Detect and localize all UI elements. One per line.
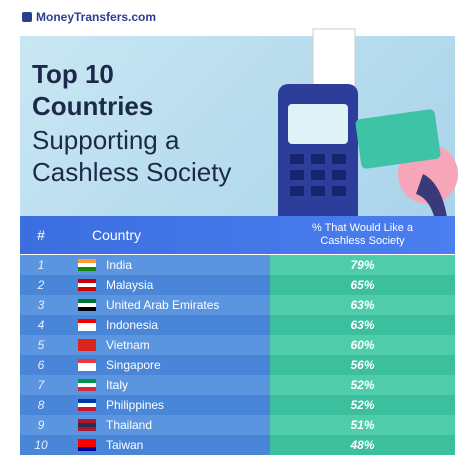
table-row: 1 India 79% xyxy=(20,255,455,275)
card xyxy=(355,109,441,169)
title: Supporting a xyxy=(32,125,180,155)
country: Thailand xyxy=(106,418,153,432)
country: United Arab Emirates xyxy=(106,298,220,312)
header-cell: Country xyxy=(92,227,142,243)
rank: 6 xyxy=(37,358,45,372)
rank: 10 xyxy=(34,438,48,452)
flag xyxy=(78,439,96,451)
table-row: 10 Taiwan 48% xyxy=(20,435,455,455)
table-row: 4 Indonesia 63% xyxy=(20,315,455,335)
rank: 2 xyxy=(37,278,45,292)
country: Malaysia xyxy=(106,278,154,292)
flag xyxy=(78,279,96,291)
percentage: 65% xyxy=(270,275,455,295)
country: Singapore xyxy=(106,358,161,372)
percentage: 52% xyxy=(270,395,455,415)
table-row: 7 Italy 52% xyxy=(20,375,455,395)
percentage: 56% xyxy=(270,355,455,375)
header-cell: # xyxy=(37,227,45,243)
country: Taiwan xyxy=(106,438,144,452)
table-row: 8 Philippines 52% xyxy=(20,395,455,415)
table-row: 9 Thailand 51% xyxy=(20,415,455,435)
country: Italy xyxy=(106,378,129,392)
table-row: 2 Malaysia 65% xyxy=(20,275,455,295)
rank: 7 xyxy=(37,378,45,392)
logo-icon xyxy=(22,12,32,22)
logo: MoneyTransfers.com xyxy=(22,10,156,24)
flag xyxy=(78,419,96,431)
flag xyxy=(78,319,96,331)
flag xyxy=(78,259,96,271)
flag xyxy=(78,339,96,351)
percentage: 48% xyxy=(270,435,455,455)
receipt xyxy=(312,28,356,90)
rank: 1 xyxy=(37,258,45,272)
logo-text: MoneyTransfers.com xyxy=(36,10,157,24)
flag xyxy=(78,299,96,311)
rank: 3 xyxy=(37,298,45,312)
percentage: 60% xyxy=(270,335,455,355)
screen xyxy=(288,104,348,144)
flag xyxy=(78,399,96,411)
table-row: 3 United Arab Emirates 63% xyxy=(20,295,455,315)
table-row: 5 Vietnam 60% xyxy=(20,335,455,355)
flag xyxy=(78,359,96,371)
rank: 5 xyxy=(37,338,45,352)
person xyxy=(416,174,448,224)
rank: 9 xyxy=(37,418,45,432)
country: Indonesia xyxy=(106,318,159,332)
percentage: 51% xyxy=(270,415,455,435)
rank: 4 xyxy=(37,318,45,332)
title: Countries xyxy=(32,91,154,121)
illustration xyxy=(278,28,458,224)
percentage: 52% xyxy=(270,375,455,395)
hero: Top 10 Countries Supporting a Cashless S… xyxy=(20,28,458,224)
percentage: 63% xyxy=(270,295,455,315)
table-header: # Country % That Would Like a Cashless S… xyxy=(20,216,455,254)
country: India xyxy=(106,258,133,272)
country: Philippines xyxy=(106,398,165,412)
percentage: 79% xyxy=(270,255,455,275)
percentage: 63% xyxy=(270,315,455,335)
flag xyxy=(78,379,96,391)
keys xyxy=(290,154,346,196)
table-row: 6 Singapore 56% xyxy=(20,355,455,375)
header-cell: % That Would Like a Cashless Society xyxy=(311,222,414,247)
title: Top 10 xyxy=(32,59,114,89)
country: Vietnam xyxy=(106,338,150,352)
rank: 8 xyxy=(37,398,45,412)
title: Cashless Society xyxy=(32,157,232,187)
